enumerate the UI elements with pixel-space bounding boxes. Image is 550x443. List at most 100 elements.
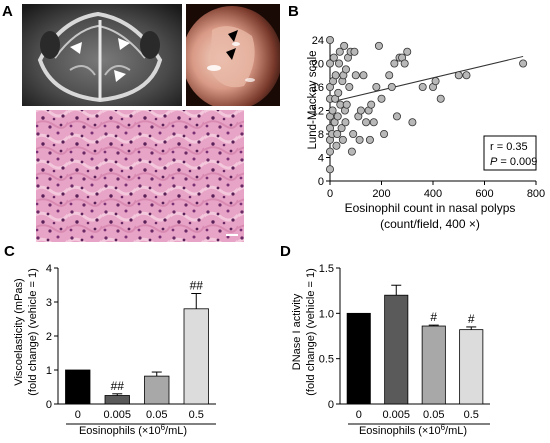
data-point: [359, 71, 368, 80]
data-point: [342, 100, 351, 109]
data-point: [331, 71, 340, 80]
data-point: [356, 106, 365, 115]
data-point: [333, 112, 342, 121]
data-point: [390, 59, 399, 68]
significance-label: #: [430, 310, 437, 324]
bar: [104, 395, 130, 405]
data-point: [380, 129, 389, 138]
arrowhead-icon: [114, 70, 126, 82]
y-tick-label: 16: [312, 82, 324, 94]
y-tick-label: 0: [46, 399, 52, 411]
x-tick-label: 0.005: [382, 409, 410, 421]
data-point: [333, 129, 342, 138]
x-tick-label: 400: [424, 188, 442, 200]
data-point: [329, 53, 338, 62]
x-tick-label: 0: [327, 188, 333, 200]
y-tick-label: 20: [312, 59, 324, 71]
data-point: [454, 71, 463, 80]
y-axis-label-unit: (fold change) (vehicle = 1): [305, 268, 317, 395]
x-tick-label: 200: [372, 188, 390, 200]
y-tick-label: 1.5: [319, 263, 334, 275]
data-point: [365, 135, 374, 144]
data-point: [377, 94, 386, 103]
data-point: [332, 141, 341, 150]
bar: [459, 329, 484, 405]
data-point: [341, 65, 350, 74]
y-tick-label: 2: [46, 331, 52, 343]
bar: [183, 308, 209, 405]
y-tick-label: 3: [46, 297, 52, 309]
x-axis-label: Eosinophils (×106/mL): [359, 423, 467, 437]
data-point: [328, 106, 337, 115]
significance-label: #: [468, 312, 475, 326]
x-tick-label: 0.05: [423, 409, 444, 421]
data-point: [418, 83, 427, 92]
x-tick-label: 800: [527, 188, 545, 200]
endoscopy-image: [186, 4, 280, 106]
data-point: [362, 118, 371, 127]
panel-b-label: B: [288, 3, 299, 20]
scale-bar: [226, 234, 238, 236]
data-point: [387, 83, 396, 92]
panel-d-label: D: [280, 243, 291, 260]
arrowhead-icon: [118, 38, 130, 50]
x-axis-label: Eosinophils (×106/mL): [79, 423, 187, 437]
data-point: [351, 71, 360, 80]
bar: [346, 312, 371, 405]
y-axis-label-unit: (fold change) (vehicle = 1): [27, 268, 39, 395]
data-point: [334, 88, 343, 97]
x-tick-label: 0.005: [103, 409, 131, 421]
stats-box: r = 0.35 P = 0.009: [483, 135, 537, 171]
data-point: [335, 47, 344, 56]
x-axis-label: Eosinophil count in nasal polyps: [345, 201, 516, 215]
panel-a-label: A: [2, 3, 13, 20]
data-point: [403, 47, 412, 56]
y-axis-label: DNase I activity: [291, 293, 303, 370]
panel-c-label: C: [4, 243, 15, 260]
data-point: [355, 135, 364, 144]
scatter-chart: Lund-Mackay scale Eosinophil count in na…: [307, 35, 545, 231]
bar-chart-viscoelasticity: Viscoelasticity (mPas) (fold change) (ve…: [13, 263, 216, 437]
bar: [384, 294, 409, 405]
y-tick-label: 1: [46, 365, 52, 377]
data-point: [325, 59, 334, 68]
y-axis-label: Lund-Mackay scale: [307, 50, 319, 149]
data-point: [372, 83, 381, 92]
significance-label: ##: [190, 279, 204, 293]
x-tick-label: 0.5: [189, 409, 204, 421]
y-tick-label: 4: [46, 263, 52, 275]
data-point: [374, 41, 383, 50]
x-tick-label: 0.05: [146, 409, 167, 421]
trend-line: [329, 55, 524, 103]
data-point: [349, 129, 358, 138]
data-point: [392, 112, 401, 121]
data-point: [400, 59, 409, 68]
y-tick-label: 8: [318, 129, 324, 141]
ct-scan-image: [22, 4, 182, 106]
histology-image: [36, 110, 244, 242]
data-point: [345, 83, 354, 92]
arrowhead-icon: [70, 42, 82, 54]
stats-r: r = 0.35: [490, 141, 528, 153]
y-tick-label: 1.0: [319, 308, 334, 320]
y-tick-label: 24: [312, 35, 324, 47]
data-point: [325, 165, 334, 174]
arrowhead-icon: [226, 48, 236, 60]
y-tick-label: 12: [312, 106, 324, 118]
y-tick-label: 0.5: [319, 354, 334, 366]
data-point: [408, 118, 417, 127]
data-point: [385, 71, 394, 80]
data-point: [519, 59, 528, 68]
data-point: [436, 94, 445, 103]
bar: [65, 369, 91, 405]
y-tick-label: 0: [318, 176, 324, 188]
data-point: [337, 124, 346, 133]
data-point: [367, 100, 376, 109]
data-point: [335, 59, 344, 68]
data-point: [340, 41, 349, 50]
data-point: [338, 135, 347, 144]
data-point: [325, 147, 334, 156]
bar: [144, 375, 170, 405]
data-point: [431, 77, 440, 86]
